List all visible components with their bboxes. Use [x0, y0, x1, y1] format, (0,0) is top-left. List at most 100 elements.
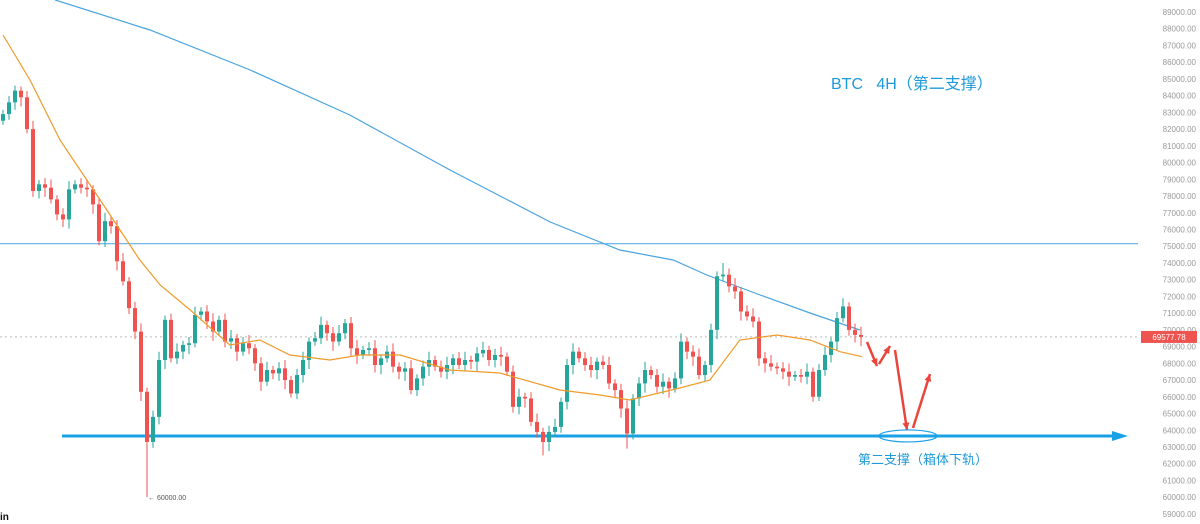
candle [121, 253, 125, 286]
candle [319, 316, 323, 345]
candle-body [145, 391, 149, 442]
y-tick-label: 59000.00 [1163, 510, 1197, 519]
candle-body [679, 341, 683, 379]
candle [163, 315, 167, 370]
candle-body [799, 375, 803, 377]
candle-body [91, 189, 95, 205]
candle-body [127, 281, 131, 309]
candle-body [49, 187, 53, 200]
candle [409, 360, 413, 395]
candle-body [7, 102, 11, 115]
chart-title: BTC 4H（第二支撑） [831, 76, 993, 93]
candle-body [283, 368, 287, 381]
candle-body [607, 365, 611, 384]
candle-body [619, 390, 623, 409]
candle-body [451, 358, 455, 366]
candle-body [235, 338, 239, 352]
candle-body [643, 370, 647, 384]
y-tick-label: 84000.00 [1163, 92, 1197, 101]
candle [97, 198, 101, 246]
candle-body [397, 366, 401, 372]
candle [505, 352, 509, 376]
candle [469, 355, 473, 370]
candle [31, 120, 35, 197]
candle [445, 356, 449, 380]
y-tick-label: 81000.00 [1163, 142, 1197, 151]
candle-body [133, 308, 137, 332]
down-arrow-2-head [902, 422, 910, 430]
candle [229, 330, 233, 350]
y-tick-label: 61000.00 [1163, 476, 1197, 485]
candle [811, 367, 815, 402]
candle [181, 340, 185, 360]
candle [631, 394, 635, 440]
candle-body [37, 184, 41, 192]
y-tick-label: 63000.00 [1163, 443, 1197, 452]
candle-body [739, 291, 743, 312]
candle [589, 356, 593, 378]
candle-body [661, 381, 665, 387]
candle [823, 346, 827, 376]
candle [805, 363, 809, 385]
candle [115, 219, 119, 271]
candle-body [355, 348, 359, 355]
candle [25, 91, 29, 134]
candle [325, 320, 329, 341]
candle [109, 216, 113, 234]
candle [781, 362, 785, 380]
candle-body [727, 274, 731, 287]
candle-body [223, 319, 227, 342]
candle-body [667, 381, 671, 389]
candle [457, 352, 461, 370]
candle [859, 326, 863, 347]
candle-body [211, 321, 215, 332]
candle-body [313, 338, 317, 342]
candle-body [805, 371, 809, 377]
candle [85, 179, 89, 197]
candle [733, 278, 737, 299]
candle-body [169, 319, 173, 359]
candle [265, 361, 269, 386]
candle-body [295, 375, 299, 394]
candle [739, 287, 743, 321]
y-tick-label: 64000.00 [1163, 426, 1197, 435]
candle [247, 335, 251, 355]
candle [643, 361, 647, 393]
candle-body [325, 324, 329, 334]
candle [523, 392, 527, 408]
candle-body [781, 368, 785, 372]
candle [595, 357, 599, 380]
candle-body [499, 354, 503, 357]
candle [55, 195, 59, 221]
candle [763, 352, 767, 373]
candle [451, 354, 455, 375]
candle [679, 333, 683, 385]
y-tick-label: 73000.00 [1163, 276, 1197, 285]
candle-body [331, 333, 335, 342]
candle [73, 180, 77, 194]
candle [151, 410, 155, 448]
candle [361, 345, 365, 360]
candle [67, 181, 71, 229]
candle-body [529, 398, 533, 422]
candle [475, 347, 479, 371]
candle [187, 337, 191, 355]
candle-body [247, 343, 251, 349]
candle-body [553, 426, 557, 432]
candle-body [859, 334, 863, 337]
y-tick-label: 71000.00 [1163, 309, 1197, 318]
candle [379, 354, 383, 375]
candle [7, 96, 11, 120]
candle-body [379, 358, 383, 366]
candle [745, 305, 749, 321]
candle [517, 388, 521, 415]
candle [145, 387, 149, 498]
y-tick-label: 87000.00 [1163, 41, 1197, 50]
candle [559, 397, 563, 433]
candle-body [85, 187, 89, 190]
candle [349, 316, 353, 356]
candle-body [487, 349, 491, 360]
candle-body [847, 306, 851, 330]
candle-body [721, 274, 725, 277]
